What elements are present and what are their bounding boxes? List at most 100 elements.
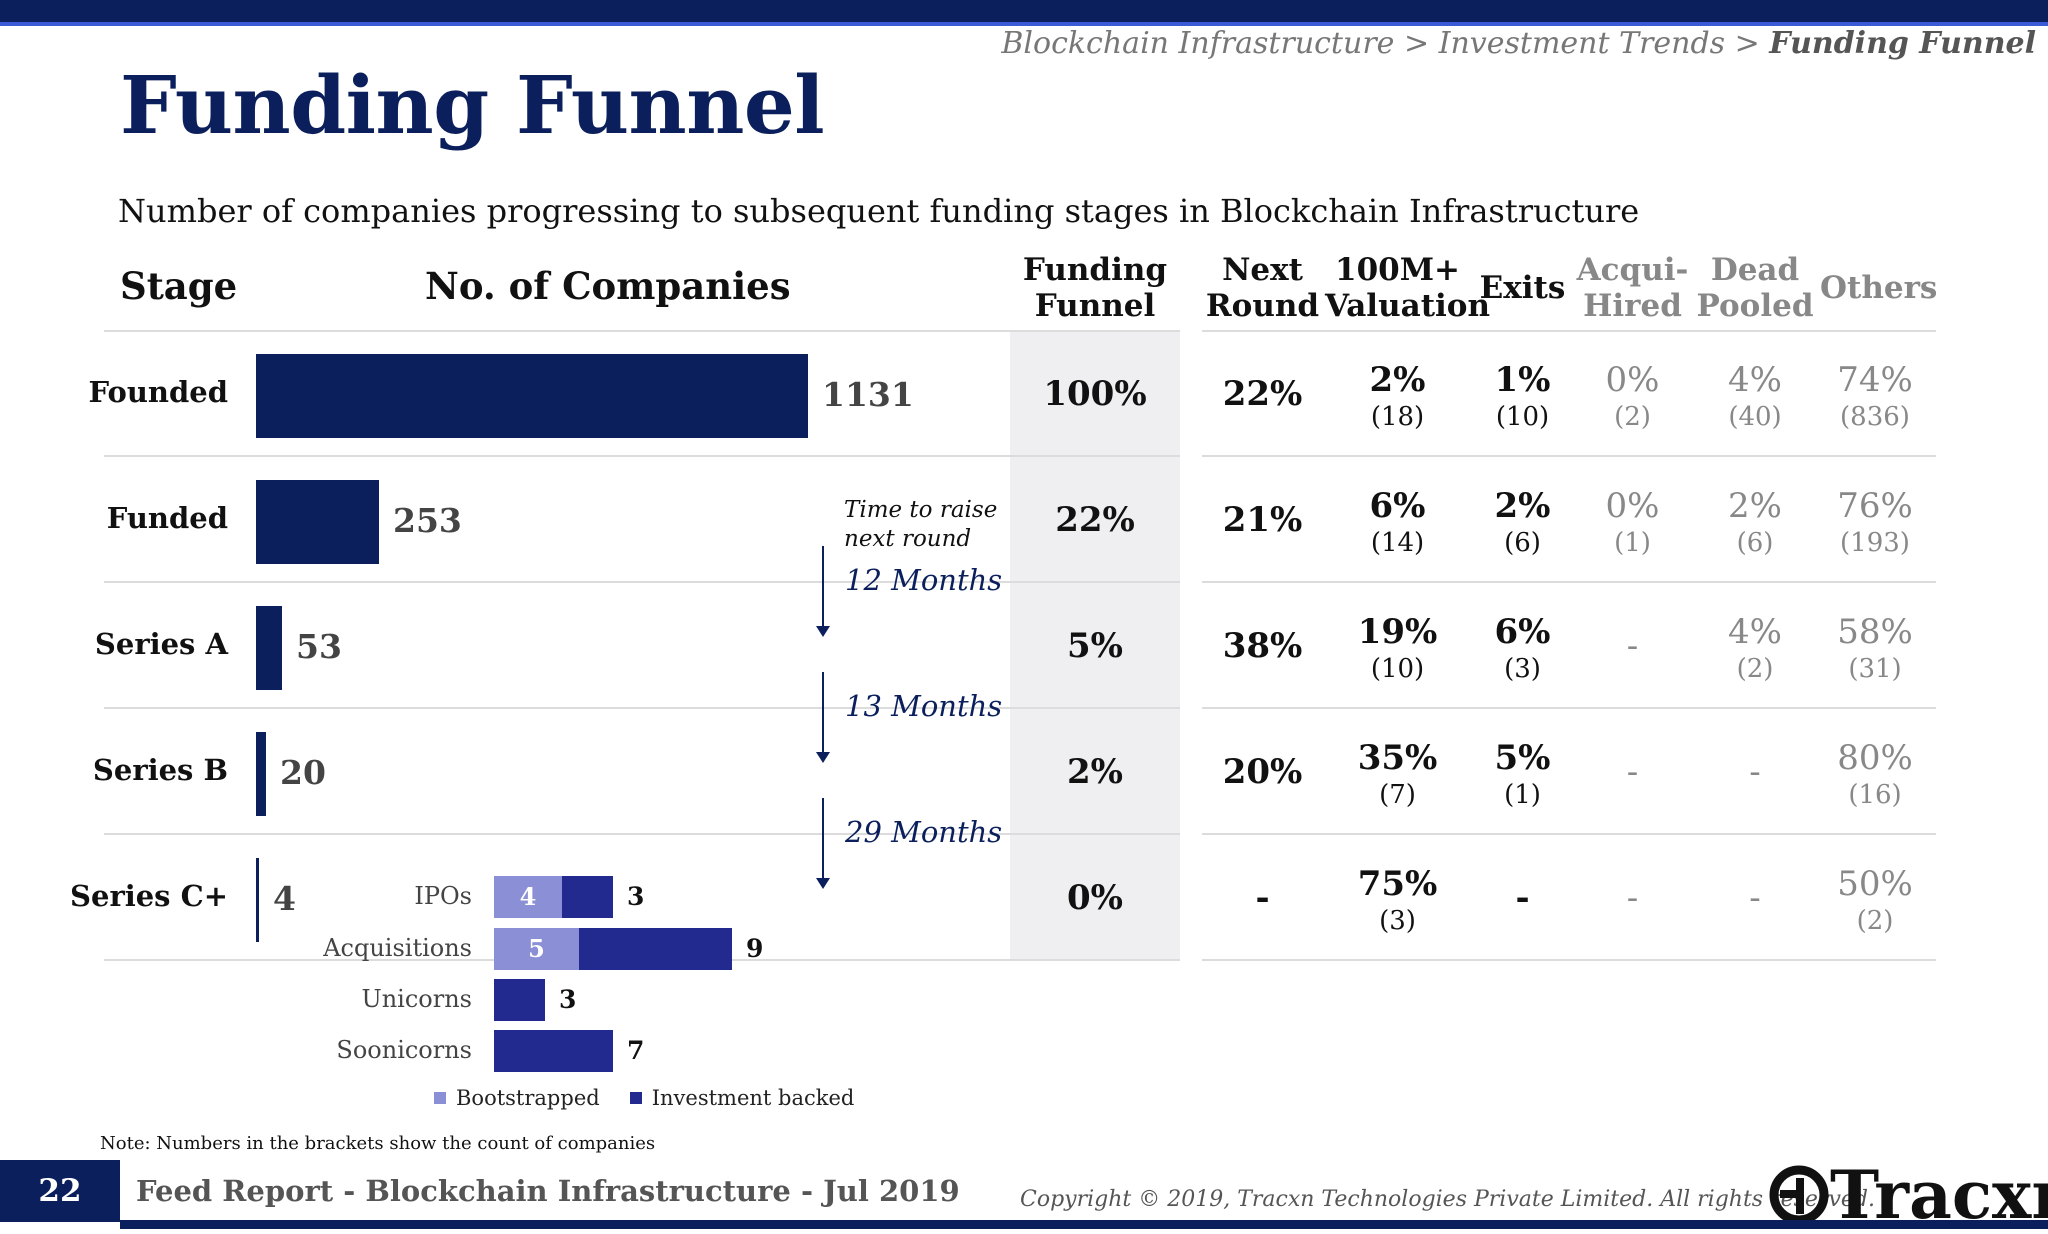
header-dead-pooled: Dead Pooled — [1696, 252, 1814, 324]
exits-cell-percent: 1% — [1494, 360, 1551, 400]
exits-cell-count: (6) — [1504, 528, 1541, 558]
row-divider-right — [1202, 833, 1936, 835]
exit-bar-segment-value: 4 — [519, 882, 537, 911]
funnel-column-background — [1010, 330, 1180, 960]
legend-label-investment-backed: Investment backed — [651, 1086, 855, 1110]
valuation-cell-percent: 35% — [1357, 738, 1438, 778]
valuation-cell: 75% (3) — [1325, 864, 1470, 936]
legend: Bootstrapped Investment backed — [434, 1086, 854, 1110]
exits-cell-percent: 5% — [1494, 738, 1551, 778]
row-divider-left — [104, 330, 1180, 332]
stage-label: Founded — [88, 375, 228, 409]
acqui-hired-cell: - — [1575, 752, 1690, 792]
dead-pooled-cell: - — [1690, 752, 1820, 792]
exits-cell-percent: 2% — [1494, 486, 1551, 526]
stage-bar — [256, 480, 379, 564]
stage-bar — [256, 732, 266, 816]
row-divider-left — [104, 455, 1180, 457]
funnel-percent: 0% — [1067, 878, 1123, 918]
acqui-hired-cell-count: (2) — [1614, 402, 1651, 432]
arrow-down-icon — [816, 878, 830, 889]
others-cell-percent: 76% — [1837, 486, 1913, 526]
copyright: Copyright © 2019, Tracxn Technologies Pr… — [1020, 1187, 1875, 1212]
stage-label: Funded — [106, 501, 228, 535]
others-cell-count: (836) — [1840, 402, 1910, 432]
next-round-percent: 20% — [1222, 752, 1303, 792]
row-divider-right — [1202, 330, 1936, 332]
others-cell-percent: 50% — [1837, 864, 1913, 904]
dead-pooled-cell: 2% (6) — [1690, 486, 1820, 558]
stage-bar-value: 253 — [393, 501, 462, 540]
others-cell-count: (193) — [1840, 528, 1910, 558]
dead-pooled-cell-percent: 4% — [1728, 612, 1782, 652]
acqui-hired-cell-count: (1) — [1614, 528, 1651, 558]
header-valuation: 100M+ Valuation — [1325, 252, 1491, 324]
dead-pooled-cell: 4% (40) — [1690, 360, 1820, 432]
top-bar — [0, 0, 2048, 26]
arrow-line — [822, 546, 824, 626]
time-to-raise-label: Time to raise next round — [844, 497, 998, 552]
others-cell-percent: 74% — [1837, 360, 1913, 400]
legend-label-bootstrapped: Bootstrapped — [456, 1086, 600, 1110]
row-divider-right — [1202, 707, 1936, 709]
exit-bar-segment — [562, 876, 613, 918]
funnel-percent: 2% — [1067, 752, 1123, 792]
exit-bar-segment — [494, 979, 545, 1021]
others-cell: 50% (2) — [1820, 864, 1930, 936]
page-subtitle: Number of companies progressing to subse… — [118, 192, 1640, 230]
others-cell: 58% (31) — [1820, 612, 1930, 684]
valuation-cell: 19% (10) — [1325, 612, 1470, 684]
arrow-down-icon — [816, 626, 830, 637]
valuation-cell: 35% (7) — [1325, 738, 1470, 810]
bottom-bar — [120, 1220, 2048, 1229]
row-divider-left — [104, 707, 1180, 709]
row-divider-left — [104, 581, 1180, 583]
acqui-hired-cell-percent: - — [1626, 752, 1639, 792]
exit-bar-segment — [579, 928, 732, 970]
valuation-cell-percent: 2% — [1369, 360, 1426, 400]
row-divider-right — [1202, 581, 1936, 583]
valuation-cell-percent: 6% — [1369, 486, 1426, 526]
header-exits: Exits — [1479, 270, 1566, 306]
stage-label: Series C+ — [70, 879, 228, 913]
exits-cell: 6% (3) — [1470, 612, 1575, 684]
others-cell: 76% (193) — [1820, 486, 1930, 558]
row-divider-right — [1202, 959, 1936, 961]
breadcrumb: Blockchain Infrastructure > Investment T… — [1001, 26, 2036, 61]
valuation-cell: 2% (18) — [1325, 360, 1470, 432]
arrow-line — [822, 672, 824, 752]
others-cell: 80% (16) — [1820, 738, 1930, 810]
header-companies: No. of Companies — [425, 264, 791, 308]
exits-cell: 5% (1) — [1470, 738, 1575, 810]
page-title: Funding Funnel — [120, 58, 825, 152]
others-cell-count: (2) — [1856, 906, 1894, 936]
header-acqui-hired: Acqui- Hired — [1576, 252, 1689, 324]
stage-bar-value: 53 — [296, 627, 342, 666]
header-others: Others — [1820, 270, 1938, 306]
exits-cell-count: (10) — [1495, 402, 1550, 432]
acqui-hired-cell: - — [1575, 878, 1690, 918]
report-title: Feed Report - Blockchain Infrastructure … — [136, 1174, 960, 1208]
stage-bar — [256, 858, 259, 942]
others-cell-count: (16) — [1848, 780, 1902, 810]
stage-label: Series B — [92, 753, 228, 787]
others-cell: 74% (836) — [1820, 360, 1930, 432]
exit-bar-segment-value: 5 — [528, 934, 545, 963]
page-number: 22 — [0, 1160, 120, 1222]
exit-bar-value: 9 — [746, 934, 764, 963]
valuation-cell-count: (7) — [1379, 780, 1416, 810]
acqui-hired-cell-percent: 0% — [1605, 486, 1660, 526]
months-label: 29 Months — [845, 815, 1003, 849]
acqui-hired-cell-percent: - — [1626, 878, 1639, 918]
exit-bar-segment: 4 — [494, 876, 562, 918]
dead-pooled-cell-count: (2) — [1736, 654, 1774, 684]
exit-category-label: Acquisitions — [323, 934, 472, 962]
next-round-percent: 38% — [1222, 626, 1303, 666]
exit-category-label: Soonicorns — [336, 1036, 472, 1064]
row-divider-right — [1202, 455, 1936, 457]
arrow-down-icon — [816, 752, 830, 763]
others-cell-count: (31) — [1848, 654, 1902, 684]
stage-bar — [256, 606, 282, 690]
exits-cell-percent: - — [1515, 878, 1530, 918]
months-label: 12 Months — [845, 563, 1003, 597]
